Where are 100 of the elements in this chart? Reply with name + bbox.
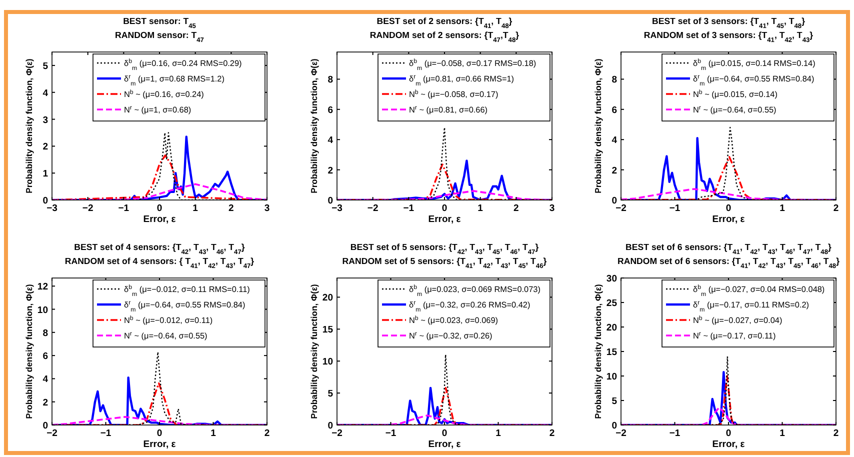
x-tick-label: −1	[403, 203, 415, 214]
y-tick-label: 0	[42, 196, 48, 206]
legend-label: δ$^{r}$$_{m}$ (μ=−0.64, σ=0.55 RMS=0.84)	[693, 73, 814, 87]
y-tick-label: 4	[42, 374, 49, 386]
legend-label: N$^{r}$ ~ (μ=−0.17, σ=0.11)	[693, 330, 776, 340]
y-tick-label: 2	[42, 142, 48, 153]
legend-label: N$^{b}$ ~ (μ=0.015, σ=0.14)	[693, 88, 778, 99]
x-tick-label: −2	[616, 428, 626, 439]
y-tick-label: 10	[606, 372, 617, 382]
x-tick-label: 2	[228, 203, 234, 214]
legend-label: δ$^{b}$$_{m}$ (μ=−0.012, σ=0.11 RMS=0.11)	[124, 284, 250, 298]
y-tick-label: 6	[328, 104, 333, 116]
y-tick-label: 30	[606, 274, 617, 284]
x-tick-label: 2	[514, 203, 519, 214]
x-tick-label: 0	[442, 428, 448, 439]
y-tick-label: 0	[42, 420, 48, 432]
x-axis-title: Error, ε	[428, 214, 462, 225]
y-tick-label: 4	[42, 88, 49, 99]
chart-title: BEST set of 6 sensors: {T$_{41}$, T$_{42}$, T$_{43}$, T$_{46}$, T$_{47}$, T$_{48}$}	[626, 242, 832, 256]
legend-label: δ$^{r}$$_{m}$ (μ=1, σ=0.68 RMS=1.2)	[124, 73, 225, 87]
y-tick-label: 5	[328, 388, 334, 400]
chart-title: BEST set of 5 sensors: {T$_{42}$, T$_{43}$, T$_{45}$, T$_{46}$, T$_{47}$}	[350, 242, 539, 256]
x-tick-label: −1	[385, 428, 397, 439]
x-tick-label: 2	[264, 428, 270, 439]
x-tick-label: 2	[549, 428, 555, 439]
line-series	[337, 414, 552, 425]
y-tick-label: 0	[328, 420, 333, 432]
y-tick-label: 25	[606, 298, 618, 309]
y-axis-title: Probability density function, Φ(ε)	[24, 58, 34, 194]
x-tick-label: 1	[478, 203, 484, 214]
chart-subtitle: RANDOM set of 2 sensors: {T$_{47}$,T$_{48}$}	[370, 30, 520, 44]
x-tick-label: −2	[46, 428, 58, 439]
legend-label: N$^{b}$ ~ (μ=0.023, σ=0.069)	[409, 314, 498, 325]
legend-label: δ$^{r}$$_{m}$ (μ=−0.32, σ=0.26 RMS=0.42)	[409, 299, 530, 313]
y-tick-label: 3	[42, 114, 48, 126]
x-tick-label: −3	[332, 203, 342, 214]
x-tick-label: −1	[118, 203, 130, 214]
y-tick-label: 5	[42, 60, 49, 72]
legend-label: N$^{b}$ ~ (μ=−0.058, σ=0.17)	[409, 88, 498, 99]
legend-label: δ$^{b}$$_{m}$ (μ=0.16, σ=0.24 RMS=0.29)	[124, 58, 242, 72]
x-axis-title: Error, ε	[712, 439, 746, 450]
x-tick-label: 3	[264, 203, 270, 214]
legend-label: δ$^{b}$$_{m}$ (μ=−0.027, σ=0.04 RMS=0.048)	[693, 284, 825, 298]
x-tick-label: −2	[616, 203, 626, 214]
legend-label: δ$^{r}$$_{m}$ (μ=−0.64, σ=0.55 RMS=0.84)	[124, 299, 246, 313]
y-axis-title: Probability density function, Φ(ε)	[24, 284, 34, 419]
chart-title: BEST set of 2 sensors: {T$_{41}$, T$_{48}$}	[376, 16, 513, 30]
y-tick-label: 20	[322, 292, 333, 304]
chart-title: BEST sensor: T$_{45}$	[123, 16, 196, 30]
y-tick-label: 1	[42, 168, 49, 180]
y-tick-label: 20	[606, 322, 617, 334]
legend-label: N$^{b}$ ~ (μ=0.16, σ=0.24)	[124, 88, 204, 99]
text: RANDOM set of 5 sensors: {T$_{41}$, T$_{42}$, T$_{43}$, T$_{45}$, T$_{46}$}	[342, 256, 547, 270]
x-tick-label: 2	[833, 203, 839, 214]
legend-label: N$^{r}$ ~ (μ=−0.64, σ=0.55)	[124, 330, 208, 340]
x-tick-label: −1	[669, 428, 681, 439]
y-tick-label: 8	[328, 74, 333, 86]
y-axis-title: Probability density function, Φ(ε)	[593, 284, 603, 419]
x-axis-title: Error, ε	[143, 214, 176, 225]
y-tick-label: 15	[606, 347, 618, 358]
y-tick-label: 4	[612, 135, 618, 146]
y-tick-label: 8	[612, 74, 617, 86]
y-tick-label: 5	[612, 396, 618, 407]
legend-label: δ$^{b}$$_{m}$ (μ=−0.058, σ=0.17 RMS=0.18)	[409, 58, 536, 72]
text: RANDOM set of 4 sensors: { T$_{41}$, T$_{42}$, T$_{43}$, T$_{47}$}	[64, 256, 254, 270]
y-tick-label: 12	[37, 282, 48, 293]
chart-subtitle: RANDOM sensor: T$_{47}$	[115, 30, 204, 44]
x-tick-label: 1	[192, 203, 199, 214]
x-tick-label: 0	[156, 428, 162, 439]
y-tick-label: 10	[37, 304, 48, 316]
x-axis-title: Error, ε	[428, 439, 462, 450]
line-series	[52, 416, 267, 425]
legend-label: δ$^{b}$$_{m}$ (μ=0.023, σ=0.069 RMS=0.073)	[409, 284, 541, 298]
line-series	[52, 183, 267, 200]
x-tick-label: −1	[100, 428, 112, 439]
x-tick-label: 1	[780, 203, 786, 214]
x-tick-label: 1	[210, 428, 217, 439]
legend-label: N$^{r}$ ~ (μ=1, σ=0.68)	[124, 104, 192, 114]
x-axis-title: Error, ε	[712, 214, 746, 225]
legend-label: N$^{r}$ ~ (μ=−0.32, σ=0.26)	[409, 330, 493, 340]
y-tick-label: 10	[322, 356, 333, 368]
x-tick-label: 3	[549, 203, 555, 214]
x-tick-label: 2	[833, 428, 839, 439]
legend-label: δ$^{r}$$_{m}$ (μ=−0.17, σ=0.11 RMS=0.2)	[693, 299, 810, 313]
y-tick-label: 15	[322, 324, 334, 336]
text: RANDOM set of 6 sensors: {T$_{41}$, T$_{42}$, T$_{43}$, T$_{45}$, T$_{46}$, T$_{48}$}	[617, 256, 840, 270]
chart-title: BEST set of 4 sensors: {T$_{42}$, T$_{43}$, T$_{46}$, T$_{47}$}	[74, 242, 245, 256]
legend-label: N$^{r}$ ~ (μ=0.81, σ=0.66)	[409, 104, 488, 114]
legend-label: N$^{b}$ ~ (μ=−0.012, σ=0.11)	[124, 314, 213, 325]
chart-title: BEST set of 3 sensors: {T$_{41}$, T$_{45}$, T$_{48}$}	[652, 16, 806, 30]
y-tick-label: 8	[42, 328, 48, 339]
x-tick-label: −3	[46, 203, 58, 214]
y-axis-title: Probability density function, Φ(ε)	[309, 284, 319, 419]
y-tick-label: 6	[42, 351, 48, 362]
x-axis-title: Error, ε	[143, 439, 176, 450]
legend-label: N$^{r}$ ~ (μ=−0.64, σ=0.55)	[693, 104, 777, 114]
line-series	[621, 406, 836, 425]
x-tick-label: −2	[332, 428, 342, 439]
y-tick-label: 0	[328, 196, 333, 206]
chart-subtitle: RANDOM set of 3 sensors: {T$_{41}$, T$_{42}$, T$_{43}$}	[644, 30, 814, 44]
